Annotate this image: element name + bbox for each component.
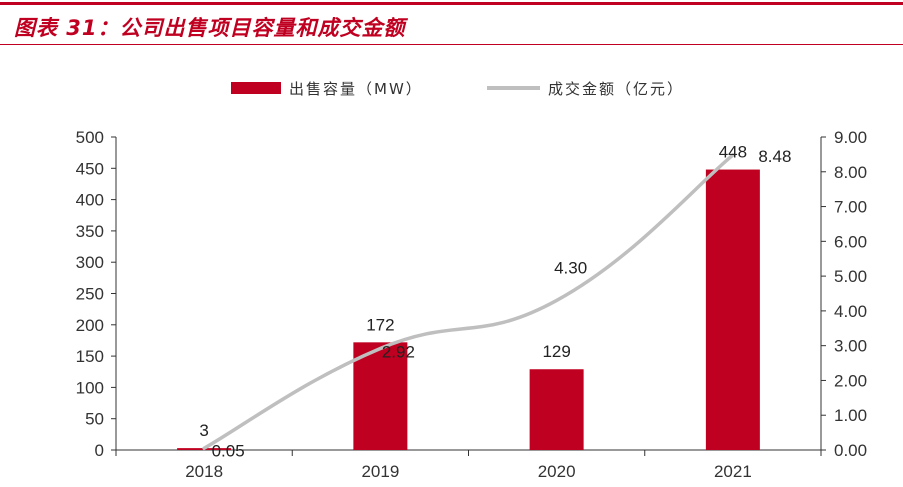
legend-swatch-capacity (231, 82, 281, 94)
line-value-label: 4.30 (554, 258, 587, 277)
data-labels: 3 172 129 448 0.05 2.92 4.30 8.48 (199, 143, 791, 461)
bar (353, 342, 408, 450)
y-left-tick-label: 350 (76, 222, 104, 241)
y-left-tick-label: 450 (76, 159, 104, 178)
chart-axes: 0 50 100 150 200 250 300 350 400 450 500 0.00 1.00 2.… (76, 128, 867, 481)
line-value-label: 2.92 (382, 342, 415, 361)
y-right-tick-label: 3.00 (834, 337, 867, 356)
y-right-tick-label: 8.00 (834, 163, 867, 182)
y-left-tick-label: 200 (76, 316, 104, 335)
y-left-tick-label: 500 (76, 128, 104, 147)
x-tick-label: 2018 (185, 462, 223, 481)
header-bottom-rule (0, 44, 903, 45)
x-tick-label: 2019 (361, 462, 399, 481)
line-value-label: 8.48 (758, 147, 791, 166)
bar (705, 169, 760, 450)
y-right-tick-label: 7.00 (834, 198, 867, 217)
y-right-tick-label: 4.00 (834, 302, 867, 321)
y-right-tick-label: 5.00 (834, 267, 867, 286)
y-left-tick-label: 150 (76, 347, 104, 366)
chart-legend: 出售容量（MW） 成交金额（亿元） (231, 80, 684, 98)
y-left-tick-label: 300 (76, 253, 104, 272)
y-left-tick-label: 0 (95, 441, 104, 460)
y-right-tick-label: 6.00 (834, 232, 867, 251)
y-left-tick-label: 100 (76, 378, 104, 397)
x-tick-label: 2020 (538, 462, 576, 481)
y-left-tick-label: 400 (76, 191, 104, 210)
bar (529, 369, 584, 450)
bar-series (177, 169, 760, 450)
y-right-tick-label: 2.00 (834, 371, 867, 390)
legend-label-capacity: 出售容量（MW） (289, 80, 423, 98)
report-header: 图表 31：公司出售项目容量和成交金额 (0, 0, 903, 45)
y-right-tick-label: 0.00 (834, 441, 867, 460)
x-tick-label: 2021 (714, 462, 752, 481)
y-left-tick-label: 250 (76, 285, 104, 304)
figure-title: 图表 31：公司出售项目容量和成交金额 (14, 16, 406, 40)
legend-label-amount: 成交金额（亿元） (548, 80, 684, 98)
y-right-tick-label: 9.00 (834, 128, 867, 147)
header-top-rule (0, 2, 903, 5)
line-series (202, 153, 735, 451)
bar-value-label: 448 (719, 143, 747, 162)
bar-value-label: 172 (366, 315, 394, 334)
bar-value-label: 3 (199, 421, 208, 440)
line-path (202, 153, 735, 451)
line-value-label: 0.05 (212, 441, 245, 460)
y-left-tick-label: 50 (85, 410, 104, 429)
y-right-tick-label: 1.00 (834, 406, 867, 425)
bar-value-label: 129 (542, 342, 570, 361)
